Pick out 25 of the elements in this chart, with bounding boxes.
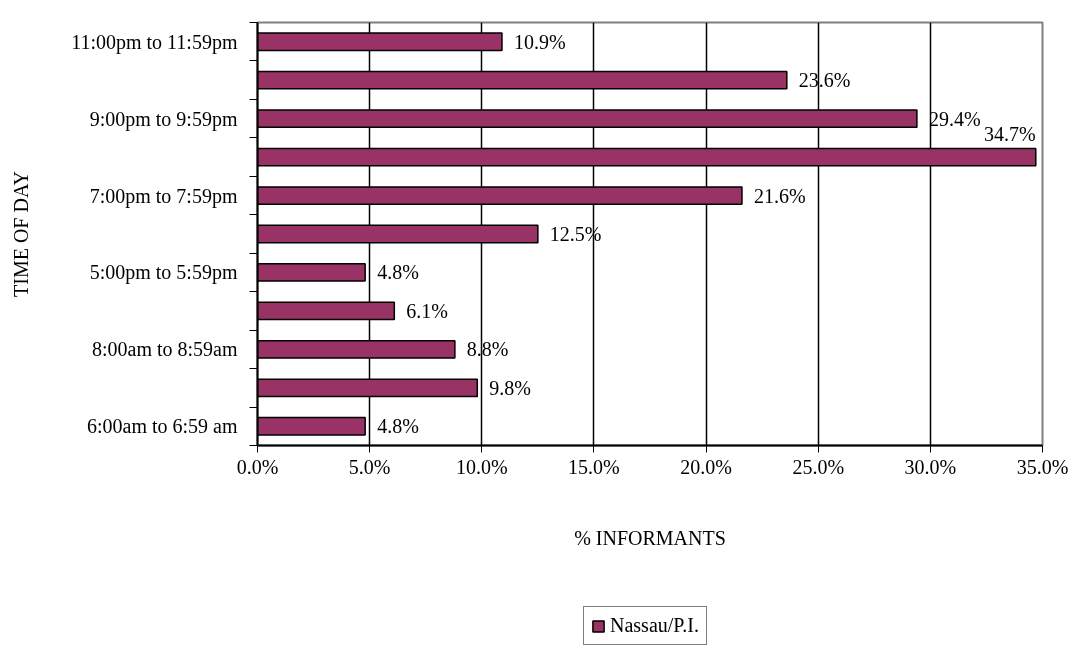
data-label: 10.9% [513, 30, 566, 53]
data-label: 9.8% [489, 376, 531, 399]
legend-label: Nassau/P.I. [610, 614, 699, 637]
x-tick-label: 0.0% [236, 455, 279, 478]
data-label: 34.7% [984, 123, 1036, 146]
x-tick-label: 20.0% [680, 455, 732, 478]
y-axis-title: TIME OF DAY [10, 171, 33, 297]
data-label: 6.1% [406, 299, 448, 322]
x-tick-label: 30.0% [904, 455, 957, 478]
x-tick-label: 35.0% [1016, 455, 1069, 478]
y-tick-label: 7:00pm to 7:59pm [89, 184, 238, 208]
data-label: 4.8% [377, 415, 419, 438]
y-tick-label: 11:00pm to 11:59pm [71, 30, 238, 54]
data-label: 29.4% [928, 107, 981, 130]
y-tick-label: 8:00am to 8:59am [91, 338, 238, 361]
data-label: 4.8% [377, 261, 419, 284]
y-tick-label: 5:00pm to 5:59pm [89, 261, 238, 285]
x-axis-title: % INFORMANTS [574, 526, 726, 549]
x-tick-label: 5.0% [348, 455, 391, 478]
data-label: 21.6% [753, 184, 806, 207]
y-tick-label: 9:00pm to 9:59pm [89, 107, 238, 131]
x-tick-label: 10.0% [455, 455, 508, 478]
x-tick-label: 15.0% [568, 455, 620, 478]
x-tick-label: 25.0% [792, 455, 845, 478]
y-tick-label: 6:00am to 6:59 am [86, 415, 238, 438]
